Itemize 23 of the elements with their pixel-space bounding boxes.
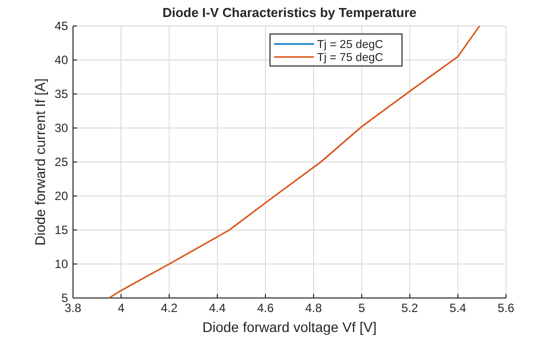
x-tick-label: 5.6 <box>498 301 515 315</box>
x-tick-label: 4.2 <box>160 301 178 315</box>
y-tick-label: 10 <box>54 257 68 271</box>
y-tick-label: 35 <box>54 87 68 101</box>
y-tick-label: 15 <box>54 223 68 237</box>
chart-title: Diode I-V Characteristics by Temperature <box>162 5 417 20</box>
y-tick-label: 40 <box>54 53 68 67</box>
y-tick-label: 20 <box>54 189 68 203</box>
x-tick-label: 5.4 <box>450 301 467 315</box>
x-tick-label: 4.4 <box>208 301 226 315</box>
x-tick-label: 4 <box>118 301 125 315</box>
x-tick-label: 5 <box>358 301 366 315</box>
legend-label: Tj = 75 degC <box>317 52 384 64</box>
y-tick-label: 45 <box>54 19 68 33</box>
line-series <box>108 25 480 299</box>
y-tick-label: 30 <box>54 121 68 135</box>
x-tick-label: 4.8 <box>305 301 322 315</box>
y-axis-title: Diode forward current If [A] <box>32 78 48 246</box>
y-tick-label: 25 <box>54 155 68 169</box>
x-tick-label: 5.2 <box>401 301 418 315</box>
x-tick-label: 4.6 <box>257 301 274 315</box>
x-axis-title: Diode forward voltage Vf [V] <box>202 319 377 335</box>
legend-label: Tj = 25 degC <box>317 39 384 51</box>
